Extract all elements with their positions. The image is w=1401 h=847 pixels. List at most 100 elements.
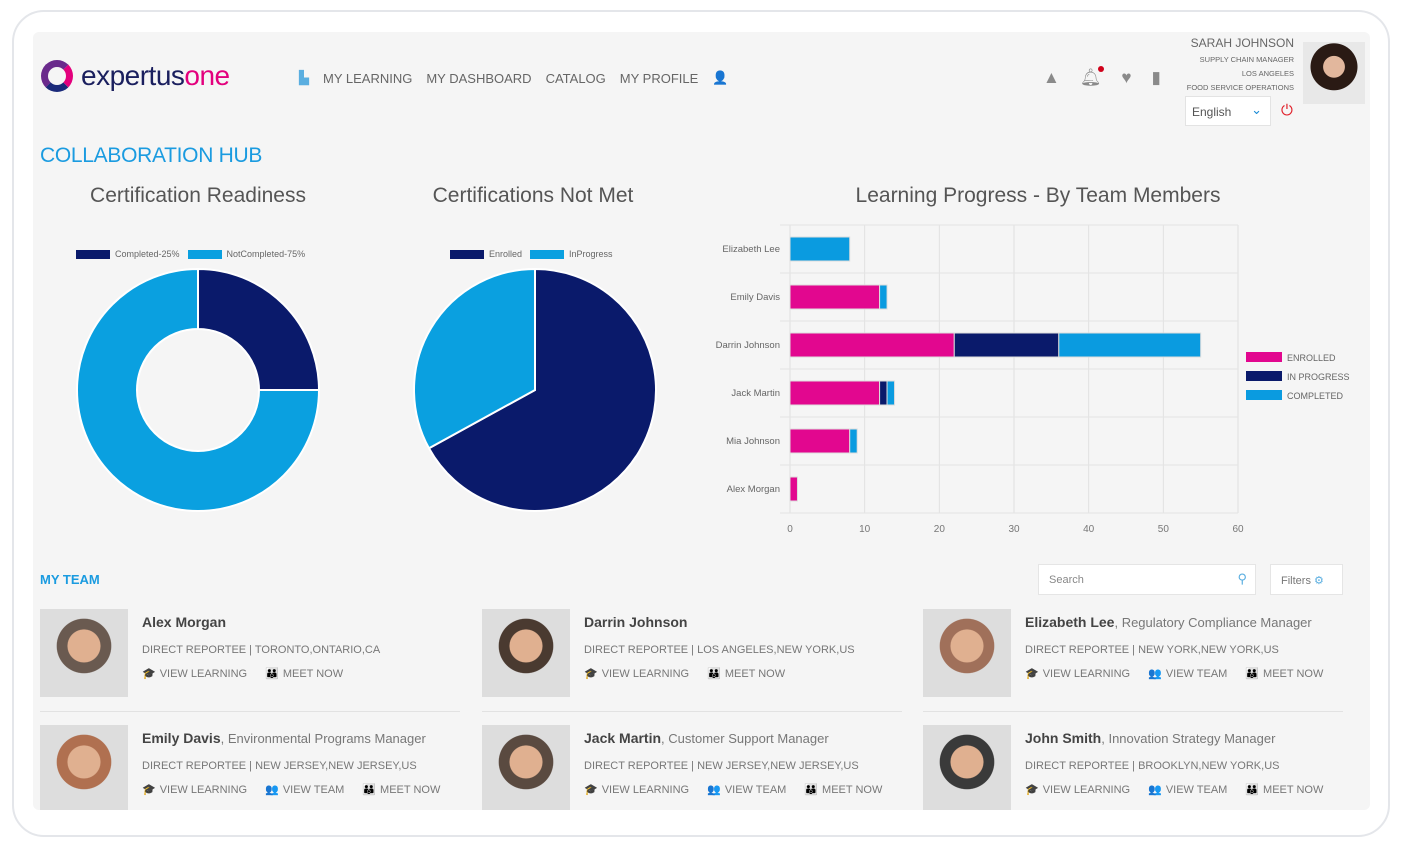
search-icon[interactable]: ⚲ — [1237, 571, 1247, 586]
language-value: English — [1192, 105, 1232, 119]
meet-now-icon: 👪 — [265, 668, 279, 680]
meet-now-link[interactable]: 👪 MEET NOW — [804, 784, 883, 796]
notification-dot — [1098, 66, 1105, 72]
legend-item: InProgress — [530, 249, 613, 260]
meet-now-icon: 👪 — [362, 784, 377, 796]
member-photo[interactable] — [482, 725, 570, 810]
graduation-cap-icon: 🎓 — [142, 784, 156, 796]
graduation-cap-icon: 🎓 — [142, 668, 156, 680]
member-name[interactable]: John Smith, Innovation Strategy Manager — [1025, 730, 1276, 746]
filters-label: Filters — [1281, 575, 1311, 587]
meet-now-link[interactable]: 👪 MEET NOW — [265, 668, 344, 680]
view-team-link[interactable]: 👥 VIEW TEAM — [707, 784, 787, 796]
alert-icon[interactable]: ▲ — [1043, 68, 1060, 87]
user-location: LOS ANGELES — [1241, 69, 1294, 78]
x-tick-label: 10 — [859, 524, 871, 535]
bar-segment-completed — [789, 236, 851, 262]
charts-svg: 0 10 20 30 40 50 60 Elizabeth Lee Emily Davis Dar… — [76, 224, 1350, 535]
bookmark-icon[interactable]: ▮ — [1151, 68, 1161, 87]
legend-item: Completed-25% — [76, 249, 180, 260]
meet-now-icon: 👪 — [707, 668, 721, 680]
member-actions: 🎓 VIEW LEARNING 👥 VIEW TEAM 👪 MEET NOW — [1025, 783, 1323, 796]
view-learning-link[interactable]: 🎓 VIEW LEARNING — [142, 784, 248, 796]
x-tick-label: 50 — [1158, 524, 1170, 535]
view-team-link[interactable]: 👥 VIEW TEAM — [1148, 668, 1228, 680]
member-name[interactable]: Emily Davis, Environmental Programs Mana… — [142, 730, 426, 746]
view-learning-link[interactable]: 🎓 VIEW LEARNING — [142, 668, 248, 680]
bar-segment-completed — [879, 284, 888, 310]
view-learning-link[interactable]: 🎓 VIEW LEARNING — [1025, 784, 1131, 796]
legend-label: ENROLLED — [1287, 353, 1336, 363]
member-actions: 🎓 VIEW LEARNING 👥 VIEW TEAM 👪 MEET NOW — [1025, 667, 1323, 680]
member-photo[interactable] — [923, 609, 1011, 697]
member-actions: 🎓 VIEW LEARNING 👥 VIEW TEAM 👪 MEET NOW — [142, 783, 440, 796]
nav-my-dashboard[interactable]: MY DASHBOARD — [426, 70, 532, 86]
x-tick-label: 40 — [1083, 524, 1095, 535]
legend-item: NotCompleted-75% — [187, 249, 305, 260]
member-info: DIRECT REPORTEE | NEW YORK,NEW YORK,US — [1025, 644, 1279, 656]
divider — [482, 711, 902, 712]
meet-now-link[interactable]: 👪 MEET NOW — [362, 784, 441, 796]
bar-segment-enrolled — [789, 380, 881, 406]
member-name[interactable]: Darrin Johnson — [584, 614, 688, 630]
legend-readiness: Completed-25% NotCompleted-75% — [76, 249, 305, 260]
member-role: , Regulatory Compliance Manager — [1114, 615, 1312, 630]
member-name[interactable]: Alex Morgan — [142, 614, 227, 630]
power-icon[interactable]: ⏻ — [1281, 102, 1293, 119]
bar-segment-completed — [849, 428, 858, 454]
chart-title-progress: Learning Progress - By Team Members — [855, 184, 1221, 207]
meet-now-link[interactable]: 👪 MEET NOW — [707, 668, 786, 680]
graduation-cap-icon: 🎓 — [1025, 784, 1039, 796]
member-info: DIRECT REPORTEE | NEW JERSEY,NEW JERSEY,… — [584, 760, 859, 772]
team-member-card: Elizabeth Lee, Regulatory Compliance Man… — [923, 609, 1343, 709]
user-settings-icon[interactable]: 👤 — [712, 70, 729, 85]
divider — [40, 711, 460, 712]
member-photo[interactable] — [40, 725, 128, 810]
page-title: COLLABORATION HUB — [40, 144, 263, 167]
logo[interactable]: expertusone — [41, 60, 230, 92]
member-photo[interactable] — [40, 609, 128, 697]
meet-now-link[interactable]: 👪 MEET NOW — [1245, 668, 1324, 680]
y-category-label: Emily Davis — [730, 292, 780, 303]
heart-icon[interactable]: ♥ — [1121, 68, 1132, 87]
member-photo[interactable] — [923, 725, 1011, 810]
my-team-heading: MY TEAM — [40, 572, 100, 587]
view-learning-link[interactable]: 🎓 VIEW LEARNING — [584, 784, 690, 796]
meet-now-link[interactable]: 👪 MEET NOW — [1245, 784, 1324, 796]
legend-not-met: Enrolled InProgress — [450, 249, 613, 260]
team-member-card: Darrin Johnson DIRECT REPORTEE | LOS ANG… — [482, 609, 902, 709]
team-search-input[interactable]: Search ⚲ — [1038, 564, 1256, 595]
member-photo[interactable] — [482, 609, 570, 697]
nav-my-profile[interactable]: MY PROFILE — [619, 70, 699, 86]
home-icon[interactable]: ▙ — [299, 70, 309, 85]
language-select[interactable]: English ⌄ — [1185, 96, 1271, 126]
team-member-card: Jack Martin, Customer Support Manager DI… — [482, 725, 902, 810]
nav-my-learning[interactable]: MY LEARNING — [323, 70, 413, 86]
user-avatar[interactable] — [1303, 42, 1365, 104]
view-team-link[interactable]: 👥 VIEW TEAM — [265, 784, 345, 796]
view-team-icon: 👥 — [707, 784, 721, 796]
logo-text: expertusone — [81, 60, 230, 91]
divider — [923, 711, 1343, 712]
member-name[interactable]: Elizabeth Lee, Regulatory Compliance Man… — [1025, 614, 1312, 630]
y-category-label: Elizabeth Lee — [722, 244, 780, 255]
y-category-label: Mia Johnson — [726, 436, 780, 447]
member-name[interactable]: Jack Martin, Customer Support Manager — [584, 730, 829, 746]
chart-title-readiness: Certification Readiness — [90, 184, 306, 207]
x-tick-label: 30 — [1008, 524, 1020, 535]
bar-segment-enrolled — [789, 284, 881, 310]
user-name: SARAH JOHNSON — [1190, 36, 1294, 50]
member-info: DIRECT REPORTEE | TORONTO,ONTARIO,CA — [142, 644, 381, 656]
view-learning-link[interactable]: 🎓 VIEW LEARNING — [584, 668, 690, 680]
meet-now-icon: 👪 — [1245, 784, 1260, 796]
chevron-down-icon: ⌄ — [1251, 102, 1262, 117]
legend-swatch — [1246, 352, 1282, 362]
bar-segment-completed — [1058, 332, 1202, 358]
view-learning-link[interactable]: 🎓 VIEW LEARNING — [1025, 668, 1131, 680]
view-team-icon: 👥 — [1148, 668, 1162, 680]
view-team-link[interactable]: 👥 VIEW TEAM — [1148, 784, 1228, 796]
bar-segment-enrolled — [789, 332, 955, 358]
filters-button[interactable]: Filters ⚙ — [1270, 564, 1343, 595]
nav-catalog[interactable]: CATALOG — [545, 70, 606, 86]
bell-icon[interactable]: 🔔︎ — [1080, 66, 1105, 88]
